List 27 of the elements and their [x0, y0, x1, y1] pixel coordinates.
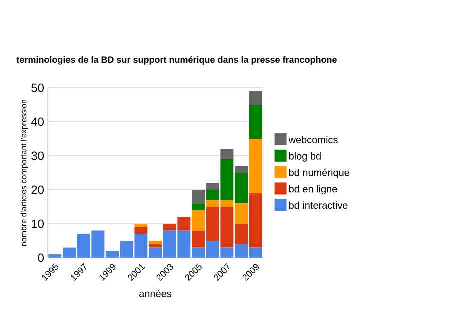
bar — [134, 224, 148, 228]
bar — [206, 183, 220, 190]
chart-title: terminologies de la BD sur support numérique dans la presse francophone — [16, 56, 337, 65]
y-tick-label: 50 — [32, 84, 44, 92]
y-tick-label: 20 — [32, 186, 44, 194]
bar — [249, 91, 262, 105]
bar — [192, 210, 205, 231]
bar — [149, 244, 162, 248]
bar — [134, 227, 148, 234]
legend-label: bd numérique — [289, 168, 350, 178]
bar — [192, 190, 205, 204]
legend-label: blog bd — [289, 152, 321, 162]
bar — [249, 138, 262, 194]
x-axis-title: années — [140, 290, 172, 298]
legend-label: bd interactive — [289, 202, 348, 210]
bar — [220, 149, 234, 160]
y-tick-label: 10 — [32, 220, 44, 228]
bar — [249, 104, 262, 139]
bar — [192, 204, 205, 210]
y-tick-label: 0 — [38, 254, 44, 262]
y-tick-label: 30 — [32, 152, 44, 160]
bar — [149, 240, 162, 244]
legend-label: bd en ligne — [289, 185, 338, 195]
y-axis-title: nombre d'articles comportant l'expression — [20, 100, 28, 246]
legend-label: webcomics — [288, 136, 338, 144]
bar — [235, 166, 248, 173]
y-tick-label: 40 — [31, 118, 44, 126]
